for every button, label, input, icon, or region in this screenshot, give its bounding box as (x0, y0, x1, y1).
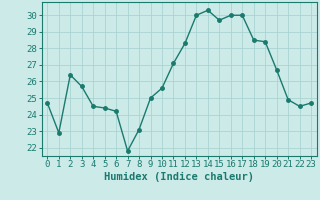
X-axis label: Humidex (Indice chaleur): Humidex (Indice chaleur) (104, 172, 254, 182)
